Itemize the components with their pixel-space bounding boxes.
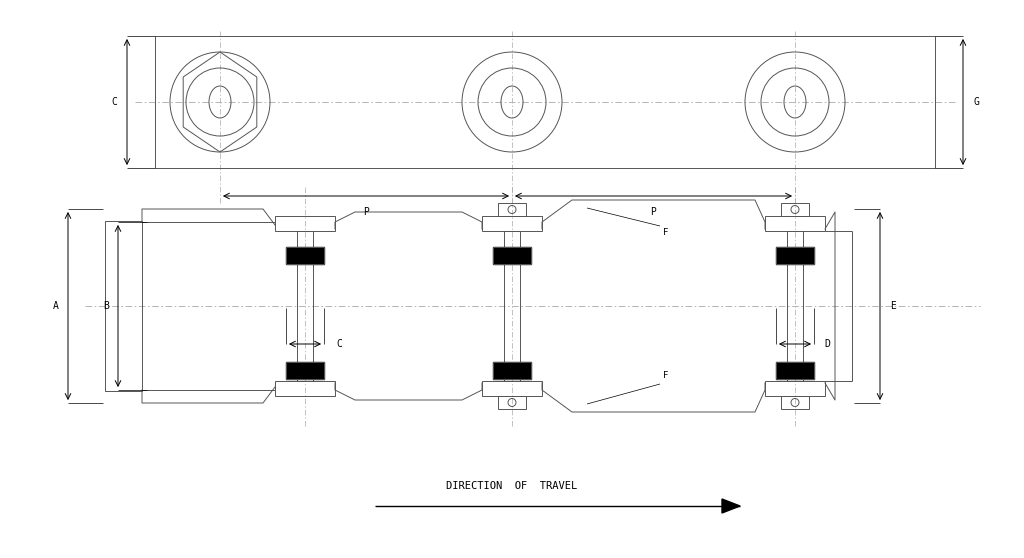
Bar [155,36,935,168]
Text: P: P [364,207,369,217]
Text: DIRECTION  OF  TRAVEL: DIRECTION OF TRAVEL [446,481,578,491]
Text: A: A [53,301,59,311]
Text: G: G [973,97,979,107]
Bar [504,231,520,381]
Bar [275,381,335,396]
Polygon shape [722,499,740,513]
Bar [776,362,814,379]
Text: F: F [663,371,669,380]
Polygon shape [286,247,324,264]
Bar [498,396,526,409]
Text: B: B [103,301,109,311]
Bar [493,247,531,264]
Bar [275,216,335,231]
Bar [498,203,526,216]
Bar [765,216,825,231]
Bar [781,203,809,216]
Bar [781,396,809,409]
Text: F: F [663,228,669,237]
Bar [787,231,803,381]
Bar [493,362,531,379]
Text: P: P [650,207,656,217]
Text: C: C [111,97,117,107]
Polygon shape [776,247,814,264]
Polygon shape [776,362,814,379]
Polygon shape [286,362,324,379]
Bar [297,231,313,381]
Bar [765,381,825,396]
Text: D: D [824,339,829,349]
Bar [286,247,324,264]
Bar [482,381,542,396]
Bar [776,247,814,264]
Bar [286,362,324,379]
Text: E: E [890,301,896,311]
Text: C: C [336,339,342,349]
Polygon shape [493,362,531,379]
Polygon shape [493,247,531,264]
Bar [482,216,542,231]
Bar [105,221,142,391]
